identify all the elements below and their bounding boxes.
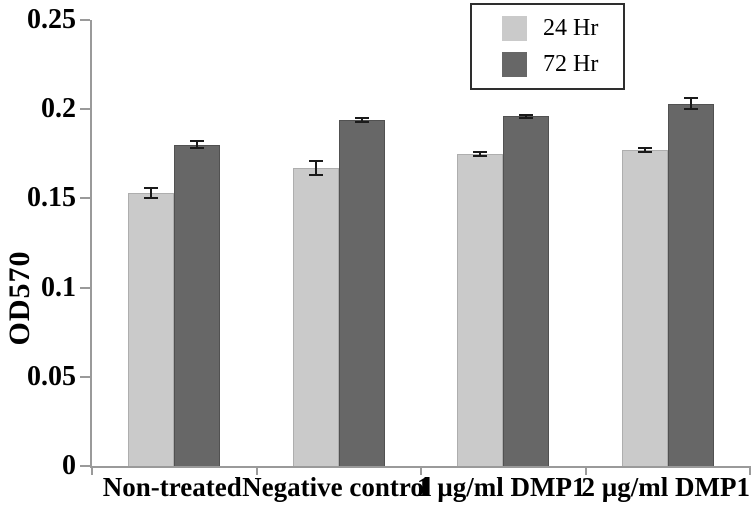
error-bar-cap xyxy=(519,117,534,120)
error-bar-cap xyxy=(683,108,698,111)
y-axis-tick xyxy=(80,286,90,289)
bar-24hr xyxy=(621,150,668,466)
legend: 24 Hr 72 Hr xyxy=(470,3,625,90)
error-bar-cap xyxy=(190,140,205,143)
bar-24hr xyxy=(292,168,339,466)
error-bar-cap xyxy=(519,113,534,116)
plot-area: 0 0.05 0.1 0.15 0.2 0.25 xyxy=(27,4,751,481)
error-bar xyxy=(643,148,646,152)
error-bar-cap xyxy=(144,186,159,189)
y-axis-tick xyxy=(80,19,90,21)
bar-72hr xyxy=(503,116,550,466)
legend-label: 24 Hr xyxy=(543,14,599,41)
y-axis-tick xyxy=(80,108,90,111)
x-axis-category-label: 1 µg/ml DMP1 xyxy=(416,472,586,502)
error-bar-cap xyxy=(190,147,205,150)
x-axis-tick xyxy=(420,466,422,475)
error-bar-cap xyxy=(473,151,488,154)
error-bar xyxy=(689,98,692,110)
x-axis-labels: Non-treated Negative control 1 µg/ml DMP1 2… xyxy=(90,472,751,508)
error-bar xyxy=(314,160,317,176)
error-bar xyxy=(479,152,482,156)
error-bar xyxy=(360,118,363,122)
x-axis-tick xyxy=(91,466,93,475)
x-axis-category-label: 2 µg/ml DMP1 xyxy=(581,472,751,502)
y-axis-tick-label: 0.1 xyxy=(41,271,76,303)
x-axis-category-label: Negative control xyxy=(242,472,432,502)
error-bar xyxy=(196,141,199,149)
error-bar-cap xyxy=(144,197,159,200)
bar-72hr xyxy=(667,103,714,466)
y-axis-tick xyxy=(80,465,90,467)
error-bar-cap xyxy=(308,159,323,162)
error-bar-cap xyxy=(354,120,369,123)
x-axis-tick xyxy=(749,466,751,475)
x-axis-tick xyxy=(255,466,258,475)
error-bar-cap xyxy=(683,97,698,100)
legend-item: 72 Hr xyxy=(502,51,623,78)
error-bar xyxy=(150,187,153,199)
y-axis-tick xyxy=(80,197,90,200)
bar-24hr xyxy=(457,153,504,466)
bar-24hr xyxy=(128,193,175,466)
error-bar-cap xyxy=(473,154,488,157)
y-axis-tick-label: 0.25 xyxy=(27,4,76,35)
y-axis-tick-label: 0.15 xyxy=(27,182,76,214)
error-bar-cap xyxy=(637,151,652,154)
bar-72hr xyxy=(174,144,221,466)
error-bar xyxy=(525,114,528,119)
legend-swatch xyxy=(502,15,527,41)
error-bar-cap xyxy=(354,117,369,120)
y-axis-tick-label: 0.2 xyxy=(41,93,76,125)
y-axis-tick xyxy=(80,375,90,378)
legend-swatch xyxy=(502,52,527,78)
x-axis-category-label: Non-treated xyxy=(102,472,242,502)
error-bar-cap xyxy=(308,174,323,177)
legend-item: 24 Hr xyxy=(502,15,623,42)
y-axis-tick-label: 0.05 xyxy=(27,360,76,392)
legend-label: 72 Hr xyxy=(543,51,599,78)
x-axis-tick xyxy=(584,466,587,475)
y-axis-tick-label: 0 xyxy=(62,450,76,481)
error-bar-cap xyxy=(637,147,652,150)
bar-72hr xyxy=(338,119,385,466)
